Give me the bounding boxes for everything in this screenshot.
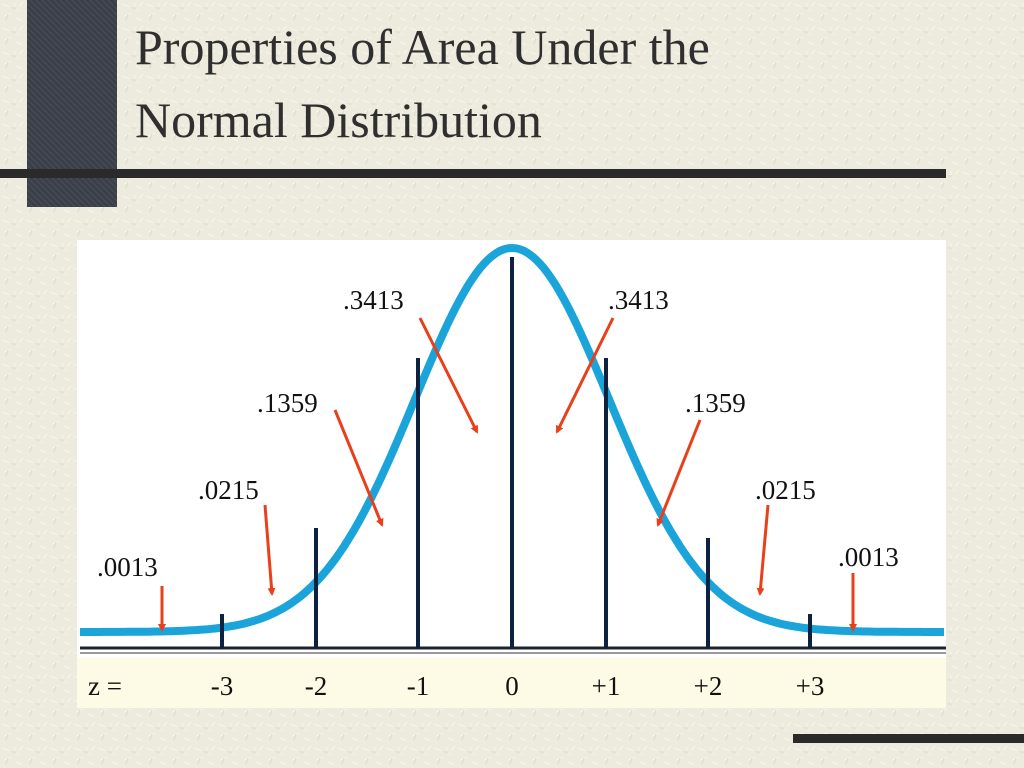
arrow: [555, 317, 615, 434]
z-value: -3: [211, 671, 234, 701]
z-value: +3: [796, 671, 825, 701]
area-label: .1359: [685, 388, 746, 418]
footer-rule: [793, 734, 1024, 743]
arrows: [158, 317, 857, 632]
arrow: [656, 419, 702, 527]
arrow: [418, 317, 479, 434]
title-line: Properties of Area Under the: [135, 19, 710, 75]
area-label: .3413: [608, 285, 669, 315]
arrow: [756, 504, 770, 596]
area-label: .0215: [198, 475, 259, 505]
title-line: Normal Distribution: [135, 92, 542, 148]
z-value: -2: [305, 671, 328, 701]
area-label: .1359: [257, 388, 318, 418]
z-value: +2: [694, 671, 723, 701]
z-value: -1: [407, 671, 430, 701]
z-value: 0: [505, 671, 519, 701]
area-label: .0013: [838, 542, 899, 572]
area-label: .0013: [97, 552, 158, 582]
z-label: z =: [88, 671, 122, 701]
arrow: [333, 409, 384, 527]
sd-lines: [220, 257, 812, 648]
z-value: +1: [592, 671, 621, 701]
title-rule: [0, 169, 946, 178]
area-label: .3413: [343, 285, 404, 315]
labels: -3 -2 -1 0 +1 +2 +3 .0013 .0215 .1359 .3413 .3413 .1…: [97, 285, 899, 701]
z-band: [77, 658, 946, 708]
arrow: [263, 504, 276, 596]
area-label: .0215: [755, 475, 816, 505]
